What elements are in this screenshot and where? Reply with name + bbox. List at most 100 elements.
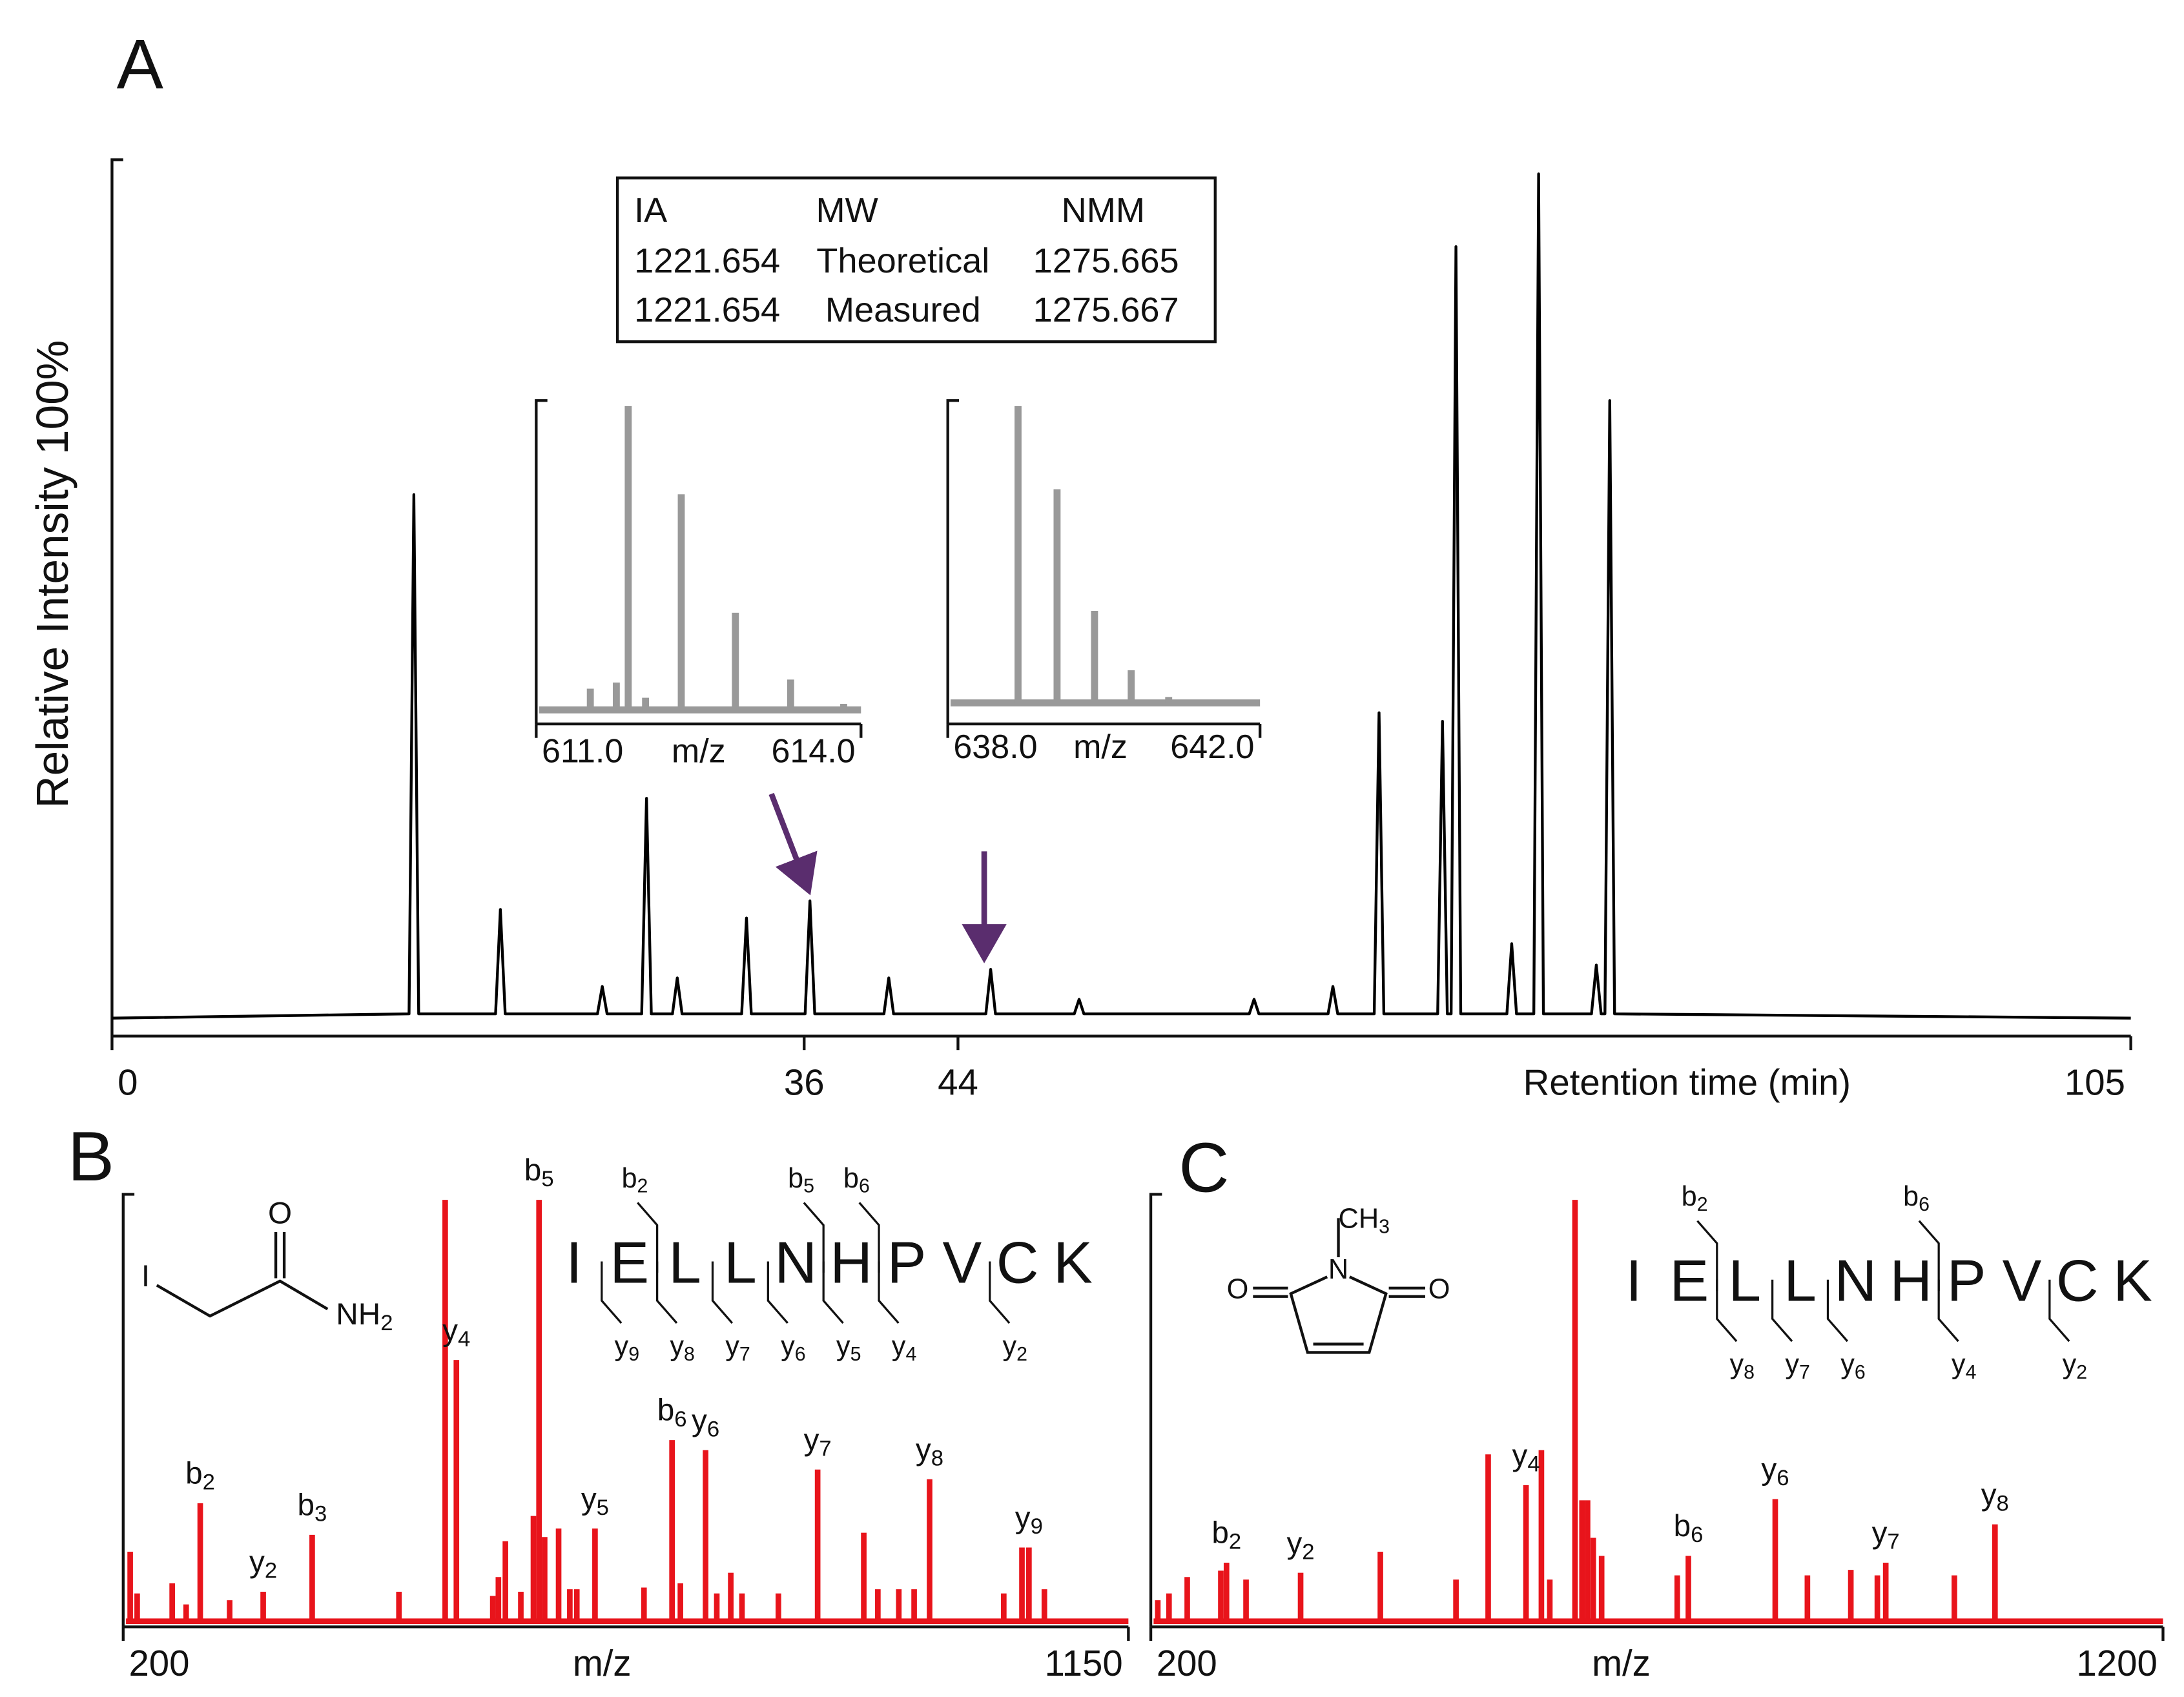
x-tick-label: 614.0: [771, 732, 855, 770]
sequence-residue: E: [610, 1230, 649, 1295]
peak-annotation: b6: [657, 1393, 687, 1432]
atom-label: O: [1428, 1274, 1450, 1305]
x-tick-label: 105: [2065, 1062, 2125, 1102]
sequence-residue: K: [2113, 1248, 2152, 1313]
ion-index: 2: [1229, 1530, 1241, 1554]
ion-letter: y: [249, 1545, 265, 1579]
ion-letter: b: [843, 1163, 859, 1194]
peak-annotation: y8: [1981, 1477, 2009, 1516]
ion-letter: y: [1512, 1438, 1528, 1472]
ion-letter: b: [788, 1163, 803, 1194]
fragment-bracket: [1716, 1279, 1738, 1342]
sequence-residue: L: [724, 1230, 757, 1295]
x-tick-label: 36: [784, 1062, 825, 1102]
ion-index: 2: [1302, 1539, 1314, 1564]
fragment-label: y9: [615, 1331, 640, 1364]
sequence-residue: K: [1053, 1230, 1093, 1295]
peak-annotation: b5: [524, 1153, 554, 1191]
x-axis-label: Retention time (min): [1523, 1062, 1851, 1102]
peak-annotation: y2: [249, 1545, 277, 1583]
fragment-label: y6: [781, 1331, 806, 1364]
x-tick-label: 642.0: [1170, 728, 1254, 766]
peak-annotation: y7: [1872, 1516, 1900, 1554]
ion-letter: y: [1981, 1477, 1997, 1512]
fragment-bracket: [1826, 1279, 1849, 1342]
fragment-bracket: [767, 1261, 788, 1324]
ion-index: 5: [850, 1344, 861, 1365]
ion-index: 4: [1527, 1452, 1540, 1477]
fragment-bracket: [858, 1202, 880, 1273]
table-frame: [615, 176, 1217, 344]
ion-letter: y: [1730, 1350, 1744, 1381]
ion-index: 9: [628, 1344, 639, 1365]
peak-annotation: y9: [1015, 1501, 1043, 1539]
structure-bonds: [156, 1232, 329, 1318]
fragment-label: b2: [1682, 1181, 1708, 1215]
sequence-residue: H: [1890, 1248, 1932, 1313]
ion-letter: b: [185, 1456, 203, 1490]
y-axis: [1149, 1193, 1162, 1627]
ion-index: 2: [1016, 1344, 1027, 1365]
peak-annotation: y5: [581, 1481, 609, 1520]
sequence-residue: P: [887, 1230, 927, 1295]
ion-letter: y: [1015, 1501, 1031, 1535]
atom-label: CH: [1339, 1204, 1379, 1235]
fragment-bracket: [1918, 1220, 1940, 1291]
ion-letter: b: [524, 1153, 542, 1187]
x-tick-label: 200: [1157, 1643, 1217, 1683]
y-axis: [121, 1193, 135, 1627]
ion-index: 6: [1777, 1466, 1789, 1490]
ion-index: 2: [1697, 1194, 1708, 1215]
peak-annotation: y7: [804, 1423, 832, 1461]
atom-label: O: [268, 1197, 292, 1231]
ion-letter: b: [1211, 1516, 1229, 1550]
ion-index: 6: [795, 1344, 806, 1365]
table-cell: 1221.654: [634, 242, 780, 280]
ion-letter: b: [1903, 1181, 1919, 1212]
ion-index: 5: [597, 1496, 609, 1520]
ion-index: 6: [859, 1176, 870, 1197]
y-axis: [110, 158, 123, 1036]
fragment-label: y5: [836, 1331, 861, 1364]
atom-label: O: [1227, 1274, 1249, 1305]
fragment-label: y8: [670, 1331, 695, 1364]
peak-annotation: b2: [185, 1456, 215, 1495]
ion-index: 8: [1744, 1362, 1755, 1383]
ion-index: 8: [931, 1446, 943, 1471]
fragment-label: b5: [788, 1163, 814, 1197]
ion-index: 5: [541, 1167, 553, 1191]
ion-index: 4: [1966, 1362, 1977, 1383]
fragment-label: y6: [1840, 1350, 1866, 1383]
ion-letter: y: [781, 1331, 795, 1362]
fragment-bracket: [989, 1261, 1011, 1324]
peak-annotation: y6: [1761, 1452, 1789, 1491]
sequence-residue: L: [1784, 1248, 1817, 1313]
ion-index: 6: [674, 1407, 686, 1432]
ion-index: 4: [905, 1344, 916, 1365]
ion-letter: y: [892, 1331, 906, 1362]
ion-letter: y: [1286, 1526, 1302, 1560]
ion-index: 2: [637, 1176, 648, 1197]
panel-label: C: [1179, 1129, 1229, 1207]
fragment-label: y2: [2063, 1350, 2088, 1383]
fragment-label: y7: [1785, 1350, 1810, 1383]
fragment-bracket: [601, 1261, 623, 1324]
peak-annotation: y4: [1512, 1438, 1540, 1477]
x-tick-label: 638.0: [953, 728, 1037, 766]
ion-letter: y: [615, 1331, 629, 1362]
ion-index: 6: [707, 1417, 719, 1442]
x-tick-label: 0: [118, 1062, 138, 1102]
fragment-label: y8: [1730, 1350, 1755, 1383]
fragment-bracket: [878, 1261, 900, 1324]
panel-label: B: [68, 1117, 114, 1195]
fragment-bracket: [803, 1202, 825, 1273]
atom-subscript: 2: [380, 1311, 393, 1335]
atom-subscript: 3: [1379, 1217, 1390, 1238]
ion-letter: y: [836, 1331, 850, 1362]
ion-letter: y: [725, 1331, 739, 1362]
x-axis-label: m/z: [1073, 728, 1128, 766]
x-tick-label: 1200: [2076, 1643, 2157, 1683]
x-tick-label: 44: [938, 1062, 978, 1102]
